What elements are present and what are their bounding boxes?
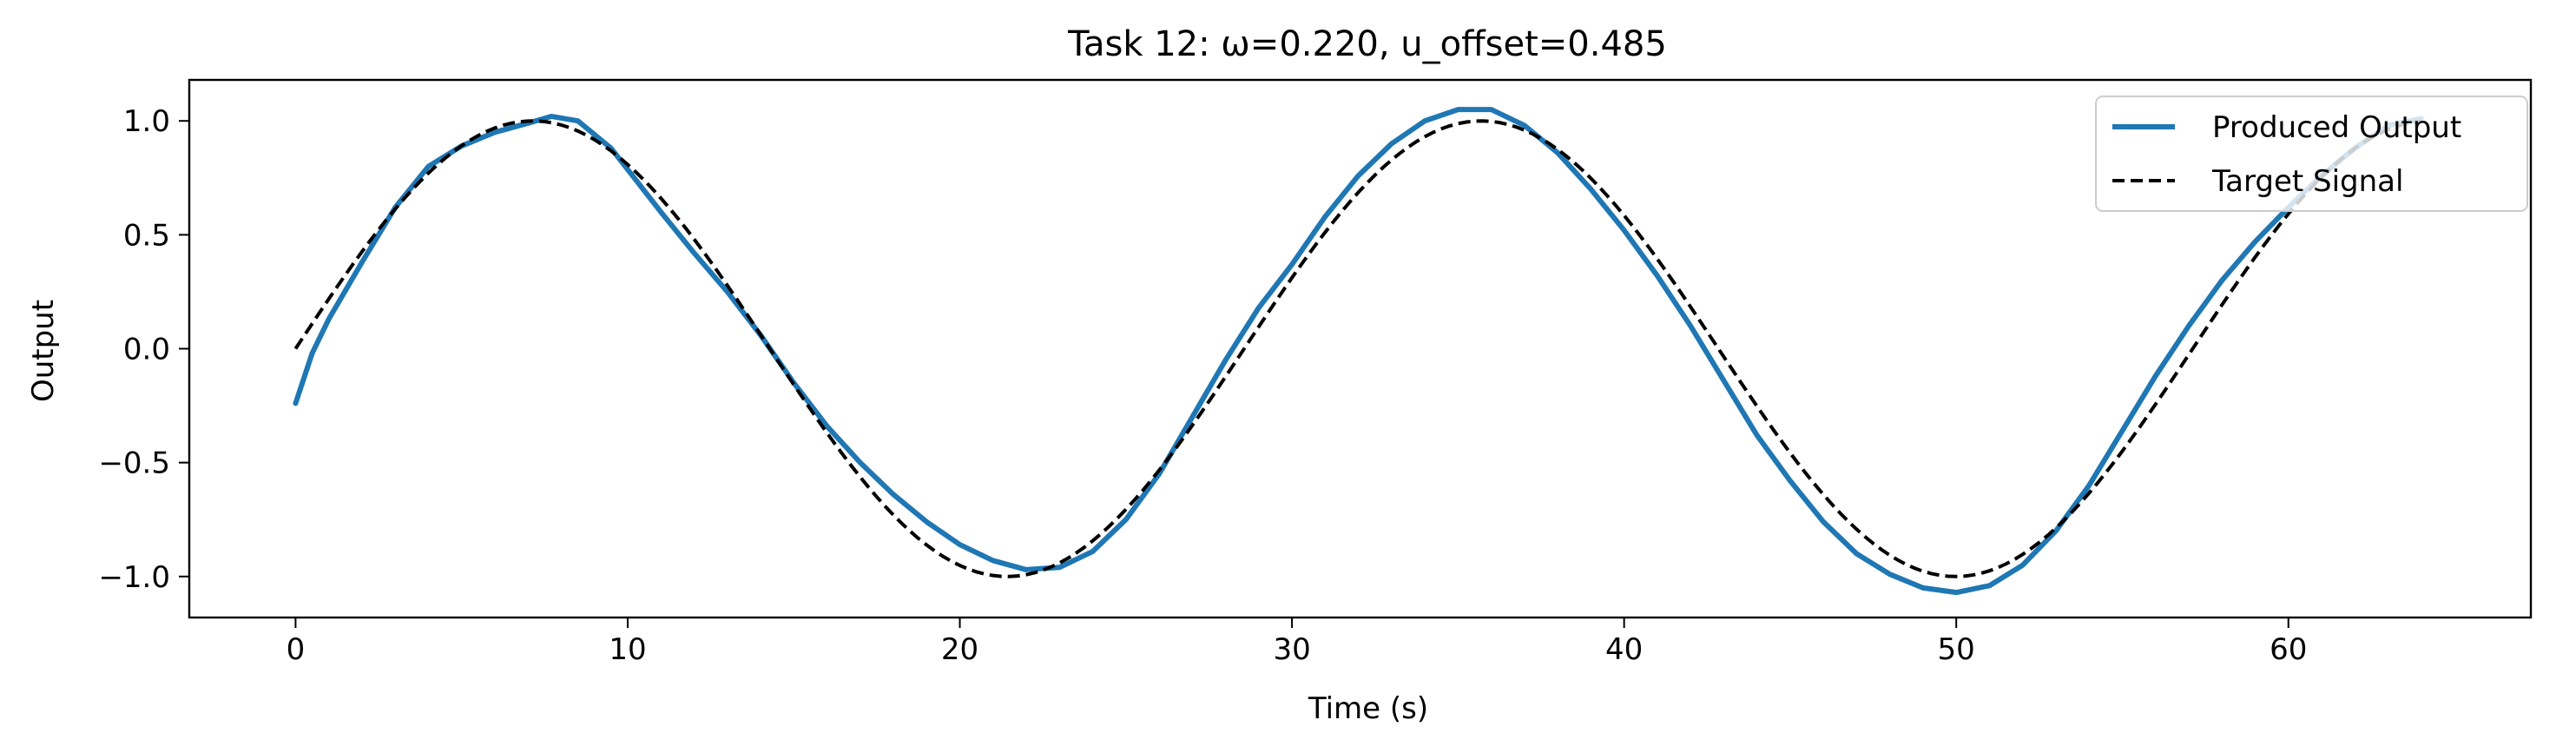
x-tick-label: 40 bbox=[1605, 632, 1643, 667]
x-tick-label: 60 bbox=[2270, 632, 2307, 667]
legend-frame bbox=[2095, 96, 2528, 212]
chart-title: Task 12: ω=0.220, u_offset=0.485 bbox=[1067, 24, 1667, 64]
y-tick-label: −1.0 bbox=[98, 560, 170, 595]
x-tick-label: 30 bbox=[1273, 632, 1310, 667]
y-tick-label: −0.5 bbox=[98, 446, 170, 481]
legend-label-target-signal: Target Signal bbox=[2211, 164, 2403, 199]
x-tick-label: 20 bbox=[941, 632, 978, 667]
x-tick-label: 50 bbox=[1938, 632, 1975, 667]
y-tick-label: 1.0 bbox=[123, 104, 170, 139]
series-line-target-signal bbox=[293, 119, 2422, 578]
y-tick-label: 0.0 bbox=[123, 333, 170, 367]
x-tick-label: 0 bbox=[287, 632, 306, 667]
y-axis-label: Output bbox=[26, 300, 61, 402]
legend-label-produced-output: Produced Output bbox=[2212, 110, 2461, 145]
legend: Produced Output Target Signal bbox=[2095, 96, 2528, 212]
y-tick-label: 0.5 bbox=[123, 218, 170, 253]
x-tick-label: 10 bbox=[609, 632, 646, 667]
x-axis-label: Time (s) bbox=[1308, 691, 1428, 726]
